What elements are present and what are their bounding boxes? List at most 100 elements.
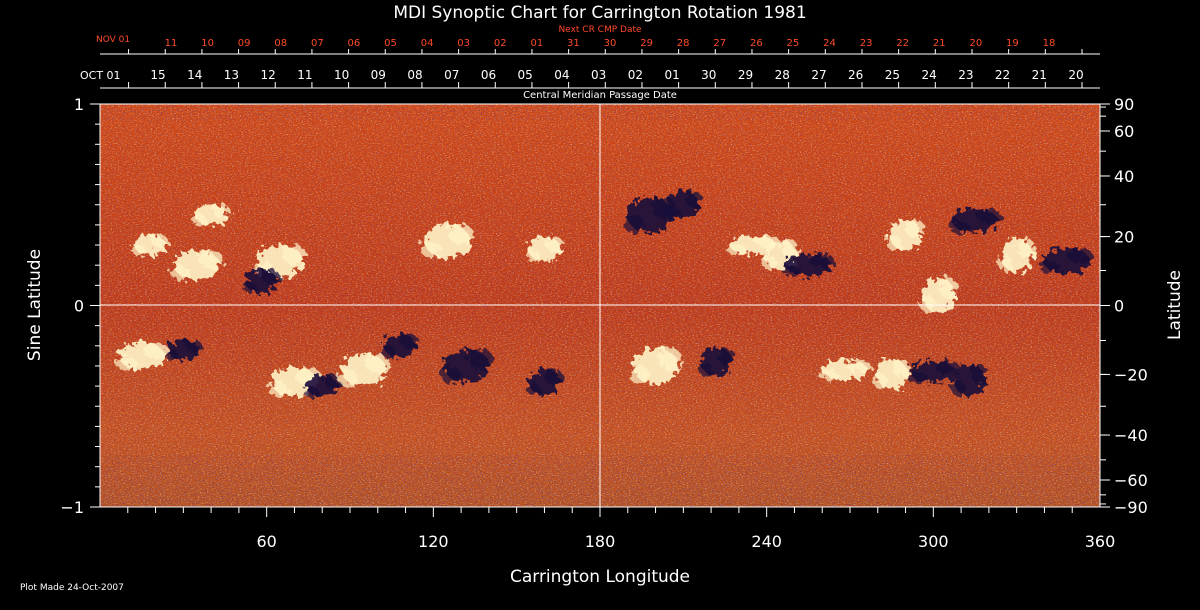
active-region-negative xyxy=(381,333,419,358)
next-cr-date-label: 01 xyxy=(530,38,543,49)
y-axis-right: 90 60 40 20 0 −20 −40 −60 −90 xyxy=(1100,95,1148,517)
next-cr-date-label: 08 xyxy=(274,38,287,49)
next-cr-date-label: 31 xyxy=(567,38,580,49)
y-right-tick-label: 60 xyxy=(1114,122,1134,141)
plot-made-note: Plot Made 24-Oct-2007 xyxy=(20,583,124,593)
active-region-positive xyxy=(115,341,169,370)
active-region-positive xyxy=(526,236,563,263)
cmp-date-label: 13 xyxy=(224,68,239,82)
active-region-positive xyxy=(920,277,958,314)
x-axis-label: Carrington Longitude xyxy=(510,567,690,587)
y-left-tick-label: 1 xyxy=(74,95,84,114)
cmp-date-label: 12 xyxy=(261,68,276,82)
active-region-positive xyxy=(192,203,230,226)
cmp-date-label: 07 xyxy=(444,68,459,82)
next-cr-date-label: 11 xyxy=(165,38,178,49)
active-region-negative xyxy=(242,269,280,294)
active-region-negative xyxy=(164,339,202,360)
y-right-tick-label: 40 xyxy=(1114,167,1134,186)
active-region-negative xyxy=(303,375,341,398)
cmp-date-label: 26 xyxy=(848,68,863,82)
cmp-date-label: 21 xyxy=(1032,68,1047,82)
next-cr-date-label: 05 xyxy=(384,38,397,49)
x-tick-label: 60 xyxy=(256,532,276,551)
next-cr-date-label: 22 xyxy=(896,38,909,49)
cmp-date-label: 09 xyxy=(371,68,386,82)
x-axis: 60 120 180 240 300 360 xyxy=(127,507,1115,551)
cmp-date-label: 15 xyxy=(150,68,165,82)
y-left-tick-label: 0 xyxy=(74,297,84,316)
cmp-axis: OCT 01 15 14 13 12 11 10 09 08 07 06 05 04 03 02 01 30 2… xyxy=(80,68,1100,101)
active-region-negative xyxy=(906,360,960,383)
active-region-negative xyxy=(781,254,835,277)
cmp-date-label: 25 xyxy=(885,68,900,82)
y-right-tick-label: −90 xyxy=(1114,498,1148,517)
next-cr-date-label: 30 xyxy=(604,38,617,49)
next-cr-date-label: 20 xyxy=(969,38,982,49)
cmp-date-label: 06 xyxy=(481,68,496,82)
cmp-date-label: 11 xyxy=(297,68,312,82)
active-region-negative xyxy=(526,369,563,396)
y-axis-left-label: Sine Latitude xyxy=(25,249,45,361)
active-region-positive xyxy=(131,235,169,256)
y-axis-left: 1 0 −1 xyxy=(60,95,100,517)
active-region-negative xyxy=(948,208,1002,233)
cmp-date-label: 29 xyxy=(738,68,753,82)
next-cr-axis-label: Next CR CMP Date xyxy=(558,25,642,35)
cmp-date-label: 02 xyxy=(628,68,643,82)
active-region-positive xyxy=(726,235,780,256)
cmp-axis-label: Central Meridian Passage Date xyxy=(523,90,677,101)
next-cr-date-label: 06 xyxy=(348,38,361,49)
active-region-positive xyxy=(254,245,308,278)
next-cr-date-label: 04 xyxy=(421,38,434,49)
cmp-date-label: 23 xyxy=(958,68,973,82)
next-cr-date-label: 21 xyxy=(933,38,946,49)
next-cr-axis: Next CR CMP Date NOV 01 11 10 09 08 07 06 05 04… xyxy=(96,25,1100,55)
chart-title: MDI Synoptic Chart for Carrington Rotati… xyxy=(393,3,806,23)
cmp-date-label: 22 xyxy=(995,68,1010,82)
next-cr-date-label: 18 xyxy=(1043,38,1056,49)
active-region-negative xyxy=(664,190,702,219)
next-cr-date-label: 25 xyxy=(787,38,800,49)
active-region-negative xyxy=(623,196,677,233)
active-region-positive xyxy=(420,224,474,259)
active-region-positive xyxy=(873,359,911,390)
y-right-tick-label: 0 xyxy=(1114,297,1124,316)
cmp-date-label: 10 xyxy=(334,68,349,82)
x-tick-label: 300 xyxy=(918,532,949,551)
next-cr-date-label: 10 xyxy=(201,38,214,49)
next-cr-date-label: 24 xyxy=(823,38,836,49)
cmp-date-label: 28 xyxy=(775,68,790,82)
active-region-positive xyxy=(998,238,1036,273)
y-right-tick-label: 90 xyxy=(1114,95,1134,114)
next-cr-start-label: NOV 01 xyxy=(96,35,130,45)
cmp-date-label: 24 xyxy=(921,68,936,82)
next-cr-date-label: 09 xyxy=(238,38,251,49)
cmp-date-label: 14 xyxy=(187,68,202,82)
active-region-positive xyxy=(887,218,924,251)
cmp-date-label: 20 xyxy=(1068,68,1083,82)
y-axis-right-label: Latitude xyxy=(1165,270,1185,340)
cmp-date-label: 03 xyxy=(591,68,606,82)
cmp-start-label: OCT 01 xyxy=(80,69,121,82)
next-cr-date-label: 29 xyxy=(640,38,653,49)
x-tick-label: 180 xyxy=(585,532,616,551)
y-right-tick-label: −60 xyxy=(1114,471,1148,490)
next-cr-date-label: 07 xyxy=(311,38,324,49)
active-region-positive xyxy=(170,250,224,281)
cmp-date-label: 27 xyxy=(811,68,826,82)
active-region-negative xyxy=(951,364,988,397)
next-cr-date-label: 28 xyxy=(677,38,690,49)
next-cr-date-label: 19 xyxy=(1006,38,1019,49)
cmp-date-label: 04 xyxy=(554,68,569,82)
next-cr-date-label: 23 xyxy=(860,38,873,49)
cmp-date-label: 08 xyxy=(407,68,422,82)
next-cr-date-label: 02 xyxy=(494,38,507,49)
cmp-date-label: 05 xyxy=(518,68,533,82)
x-tick-label: 120 xyxy=(418,532,449,551)
active-region-positive xyxy=(817,359,871,380)
next-cr-date-label: 26 xyxy=(750,38,763,49)
active-region-negative xyxy=(440,348,494,383)
y-right-tick-label: −20 xyxy=(1114,365,1148,384)
